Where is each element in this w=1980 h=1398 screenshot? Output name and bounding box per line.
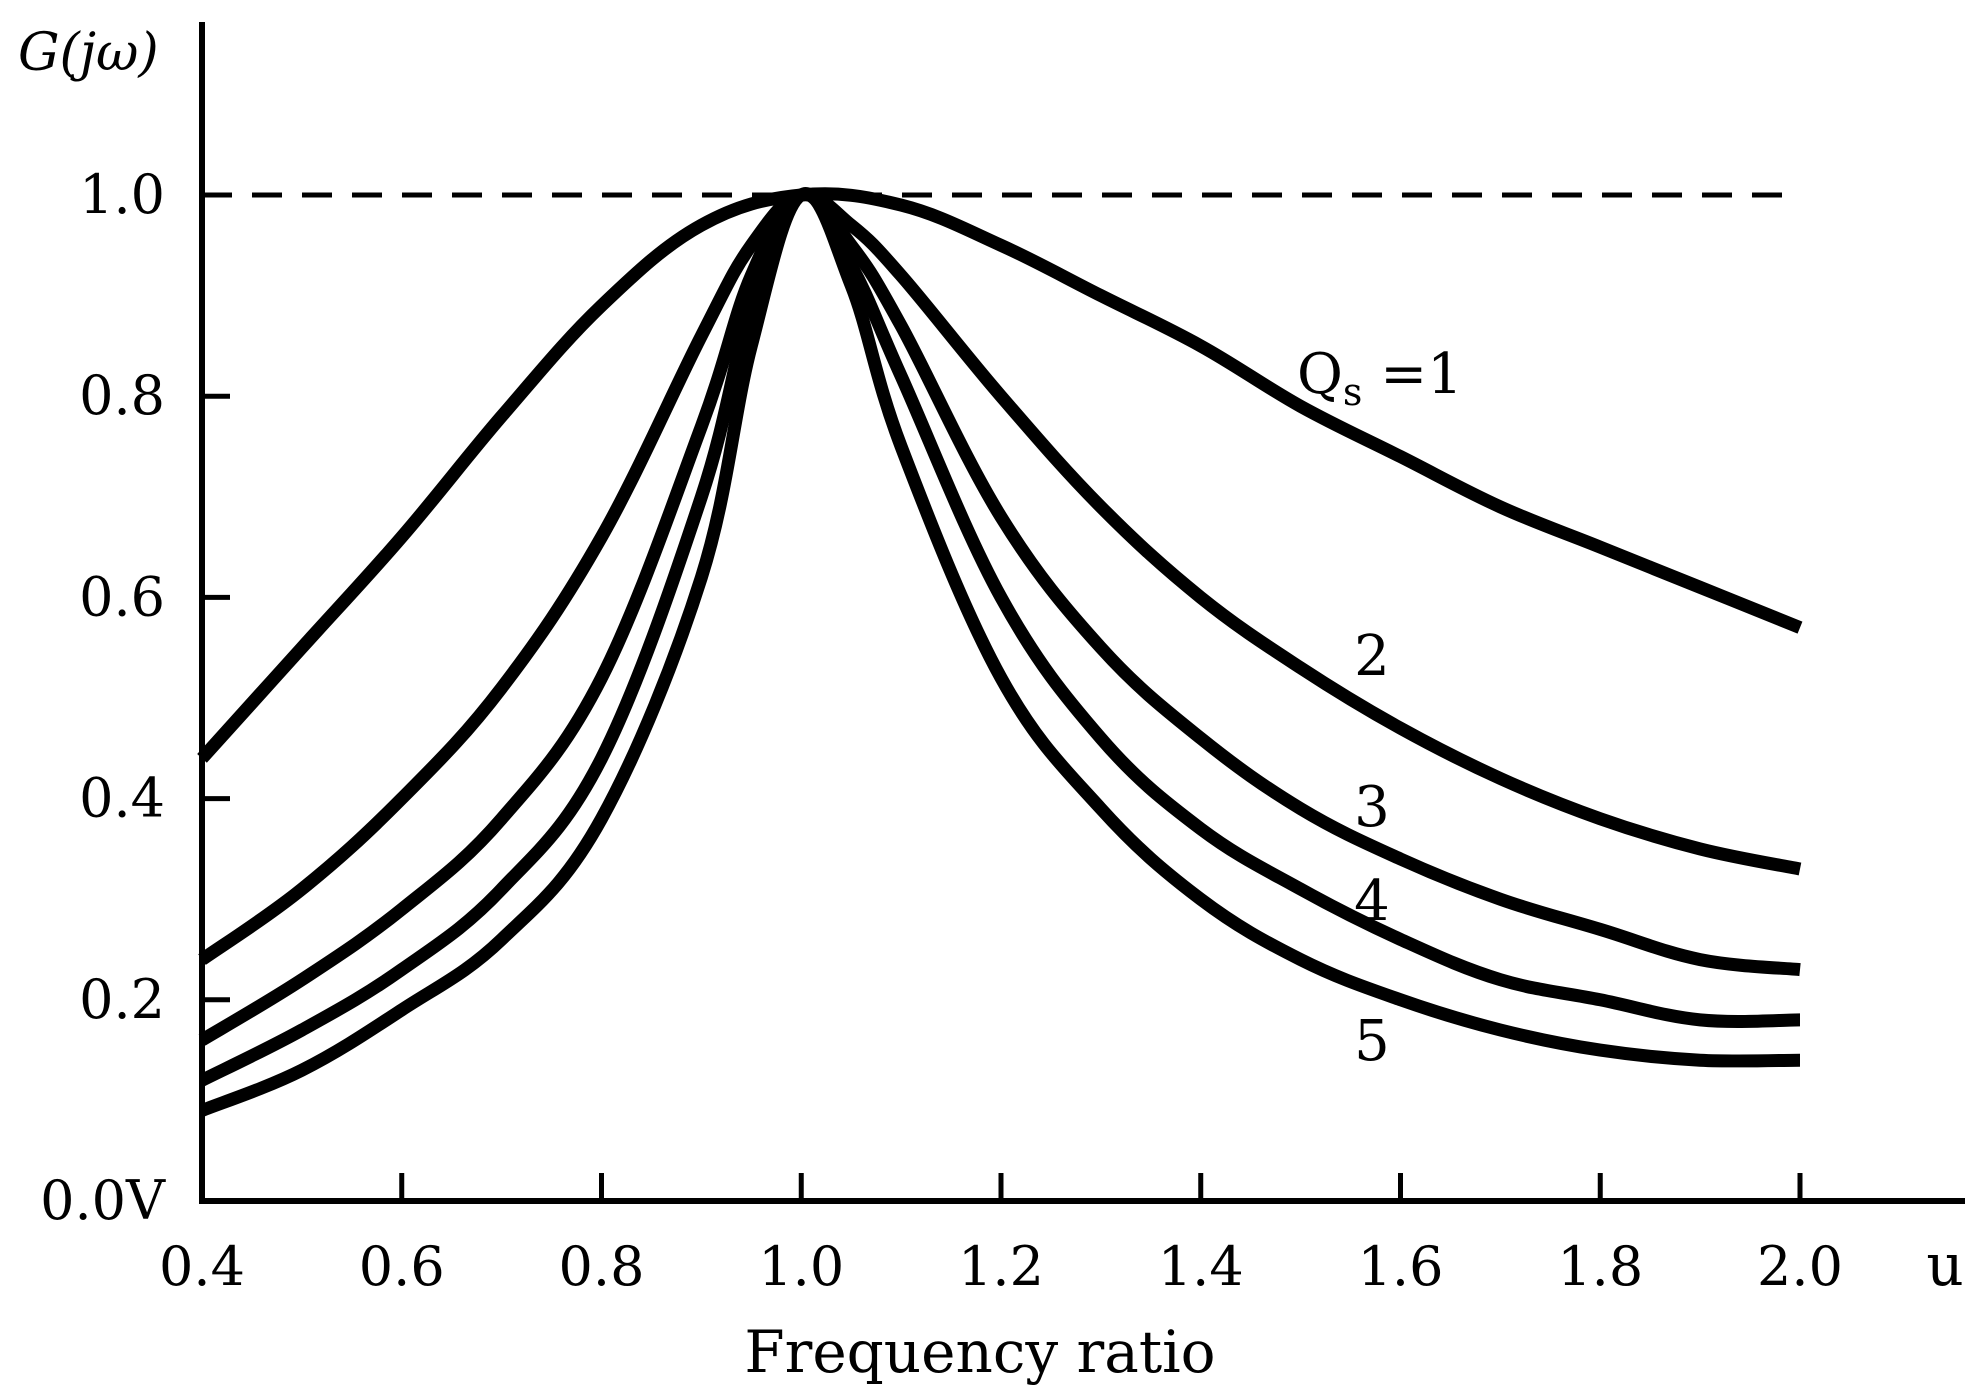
x-axis-symbol: u [1926, 1231, 1963, 1299]
curve-qs2 [198, 188, 1802, 965]
x-tick-label: 1.4 [1158, 1235, 1244, 1298]
series-label-sub: s [1343, 370, 1363, 414]
series-label-qs3: 3 [1354, 775, 1390, 840]
x-axis-title: Frequency ratio [744, 1318, 1215, 1386]
y-tick-label: 0.4 [79, 767, 165, 830]
curve-qs4 [199, 187, 1801, 1087]
curve-qs1 [197, 187, 1803, 763]
y-tick-label: 0.8 [79, 364, 165, 427]
x-tick-label: 2.0 [1757, 1235, 1843, 1298]
y-tick-label: 1.0 [79, 163, 165, 226]
x-tick-label: 1.0 [758, 1235, 844, 1298]
y-tick-label: 0.2 [79, 968, 165, 1031]
curve-qs5 [199, 187, 1801, 1117]
curve-qs3 [198, 187, 1801, 1046]
x-tick-label: 0.8 [559, 1235, 645, 1298]
series-label-q: Q [1297, 342, 1343, 407]
x-tick-label: 1.2 [958, 1235, 1044, 1298]
x-tick-label: 0.6 [359, 1235, 445, 1298]
series-label-qs2: 2 [1354, 624, 1390, 689]
series-label-qs1: Qs =1 [1297, 342, 1463, 414]
x-tick-label: 1.6 [1358, 1235, 1444, 1298]
series-label-qs5: 5 [1354, 1009, 1390, 1074]
x-tick-label: 1.8 [1557, 1235, 1643, 1298]
x-tick-label: 0.4 [159, 1235, 245, 1298]
y-tick-label: 0.0V [40, 1169, 166, 1232]
series-label-qs4: 4 [1354, 869, 1390, 934]
series-label-suffix: =1 [1362, 342, 1462, 407]
y-tick-label: 0.6 [79, 565, 165, 628]
y-axis-label: G(jω) [18, 23, 159, 83]
